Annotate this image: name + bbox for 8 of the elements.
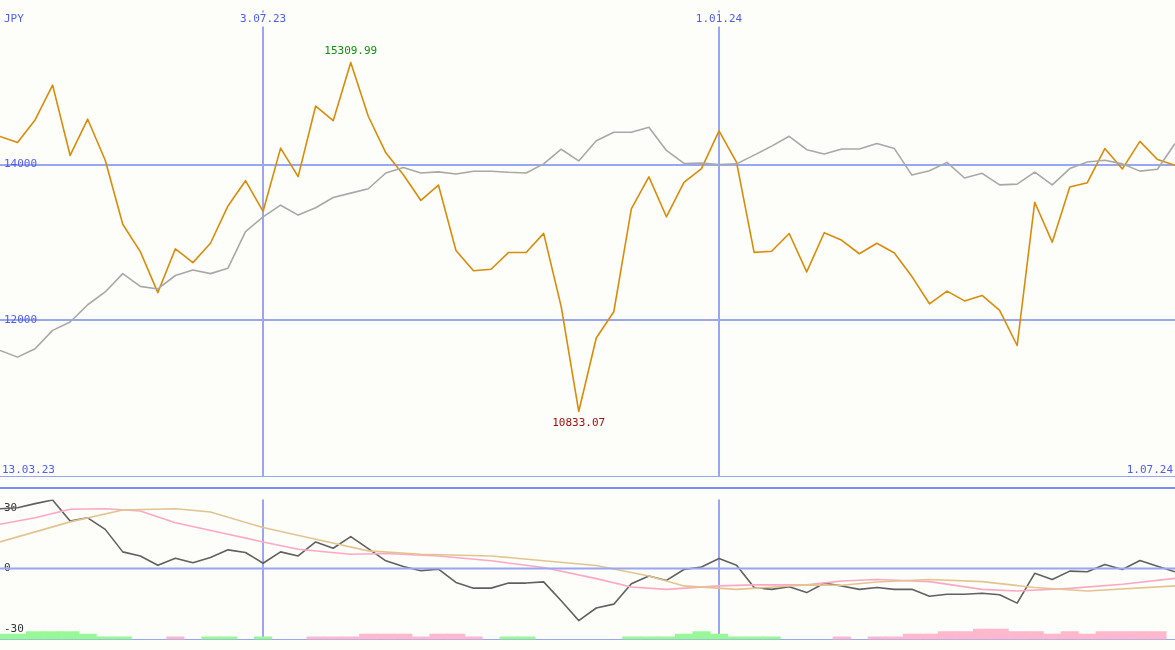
annotation: 13.03.23 — [2, 462, 55, 476]
x-tick-label: 3.07.23 — [239, 11, 287, 25]
annotation: 1.07.24 — [1126, 462, 1174, 476]
annotation: 15309.99 — [324, 43, 378, 57]
y-axis-title: JPY — [4, 11, 25, 25]
x-tick-label: 1.01.24 — [695, 11, 743, 25]
y-tick-label: -30 — [4, 622, 24, 636]
annotation: 10833.07 — [552, 415, 606, 429]
